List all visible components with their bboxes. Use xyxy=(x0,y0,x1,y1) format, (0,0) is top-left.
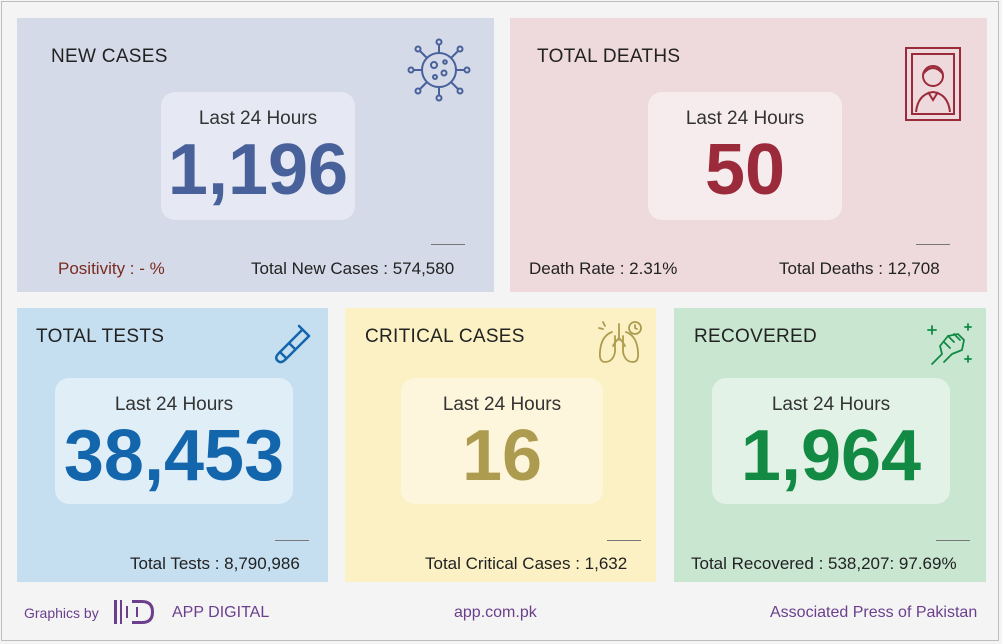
total-deaths-title: TOTAL DEATHS xyxy=(537,46,681,67)
new-cases-box: Last 24 Hours 1,196 xyxy=(161,92,355,220)
total-deaths-text: Total Deaths : 12,708 xyxy=(779,259,940,278)
critical-cases-box: Last 24 Hours 16 xyxy=(401,378,603,504)
divider xyxy=(275,540,309,541)
total-tests-text: Total Tests : 8,790,986 xyxy=(130,554,300,573)
portrait-frame-icon xyxy=(905,47,961,121)
total-tests-period: Last 24 Hours xyxy=(114,394,234,415)
death-rate-text: Death Rate : 2.31% xyxy=(529,259,678,278)
recovered-box: Last 24 Hours 1,964 xyxy=(712,378,950,504)
total-tests-value: 38,453 xyxy=(63,416,285,496)
divider xyxy=(916,244,950,245)
total-new-cases-text: Total New Cases : 574,580 xyxy=(251,259,455,278)
app-digital-logo xyxy=(114,600,154,624)
total-deaths-box: Last 24 Hours 50 xyxy=(648,92,842,220)
total-recovered-text: Total Recovered : 538,207: 97.69% xyxy=(691,554,957,573)
total-deaths-period: Last 24 Hours xyxy=(685,108,805,129)
divider xyxy=(936,540,970,541)
new-cases-title: NEW CASES xyxy=(51,46,168,67)
lungs-icon xyxy=(598,321,642,363)
agency-name: Associated Press of Pakistan xyxy=(770,604,978,621)
website-link[interactable]: app.com.pk xyxy=(454,604,537,621)
app-digital-brand: APP DIGITAL xyxy=(172,604,270,621)
critical-cases-period: Last 24 Hours xyxy=(442,394,562,415)
critical-cases-value: 16 xyxy=(461,416,543,496)
total-deaths-card: TOTAL DEATHS Last 24 Hours 50 Death Rate… xyxy=(510,18,987,292)
positivity-text: Positivity : - % xyxy=(58,259,165,278)
critical-cases-card: CRITICAL CASES Last 24 Hours 16 Total Cr… xyxy=(345,308,656,582)
total-tests-card: TOTAL TESTS Last 24 Hours 38,453 Total T… xyxy=(17,308,328,582)
fist-sparkle-icon xyxy=(927,323,972,365)
total-deaths-value: 50 xyxy=(704,130,786,210)
total-tests-title: TOTAL TESTS xyxy=(36,326,165,347)
total-tests-box: Last 24 Hours 38,453 xyxy=(55,378,293,504)
graphics-by-label: Graphics by xyxy=(24,605,99,621)
critical-cases-title: CRITICAL CASES xyxy=(365,326,525,347)
new-cases-card: NEW CASES Last 24 Hours 1,196 Positivity… xyxy=(17,18,494,292)
recovered-value: 1,964 xyxy=(740,416,922,496)
recovered-title: RECOVERED xyxy=(694,326,818,347)
recovered-card: RECOVERED Last 24 Hours 1,964 Total Reco… xyxy=(674,308,986,582)
divider xyxy=(607,540,641,541)
new-cases-value: 1,196 xyxy=(167,130,349,210)
new-cases-period: Last 24 Hours xyxy=(198,108,318,129)
recovered-period: Last 24 Hours xyxy=(771,394,891,415)
test-tube-icon xyxy=(275,324,311,364)
total-critical-cases-text: Total Critical Cases : 1,632 xyxy=(425,554,628,573)
divider xyxy=(431,244,465,245)
virus-icon xyxy=(407,38,471,102)
